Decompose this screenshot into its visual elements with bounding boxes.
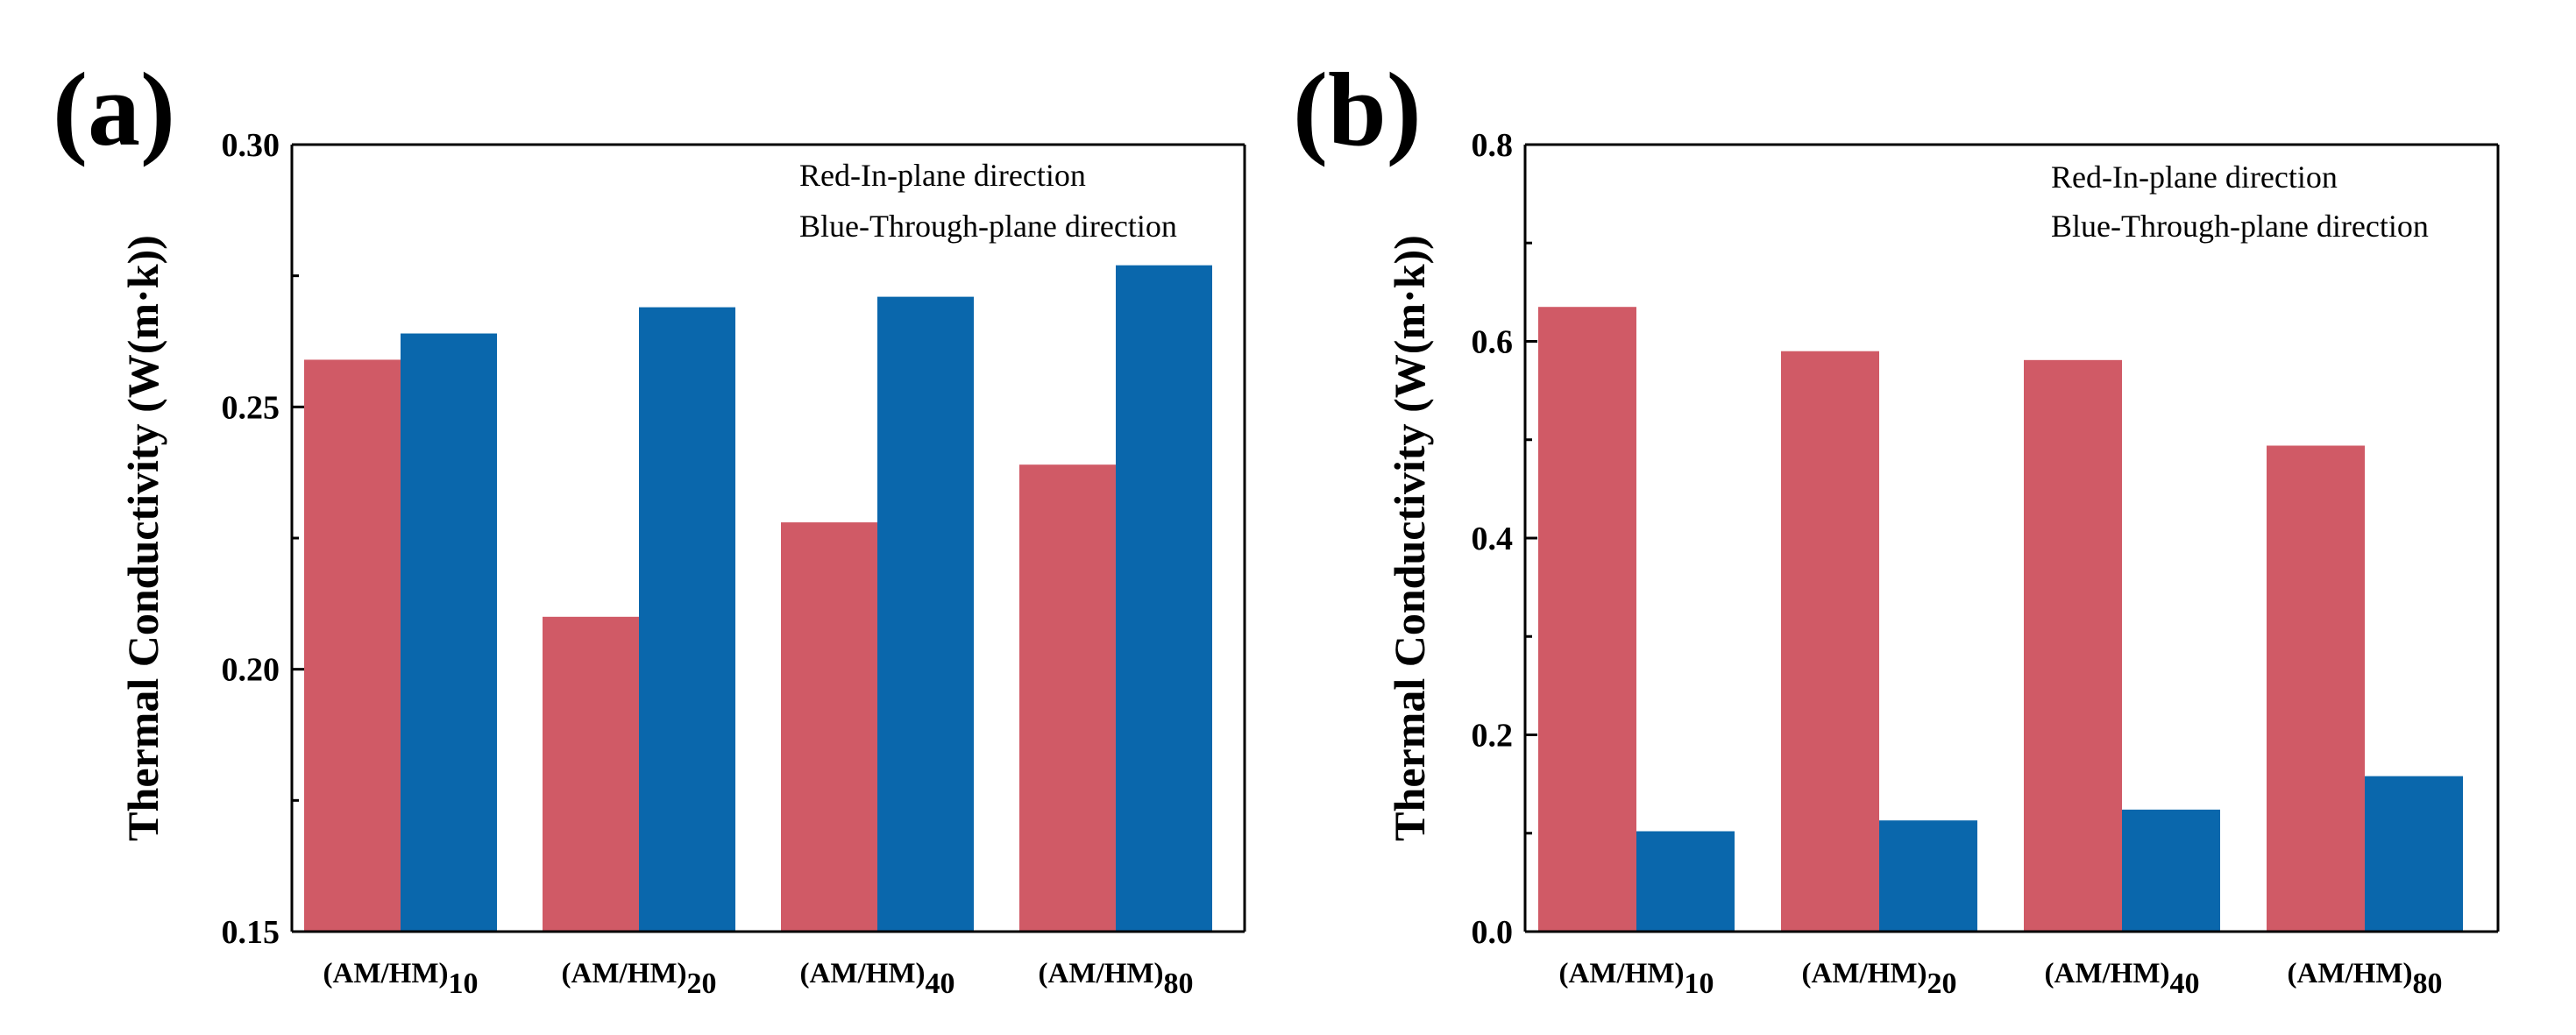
bar-through-plane-80 bbox=[2365, 776, 2463, 932]
x-tick-label: (AM/HM)10 bbox=[323, 958, 479, 1000]
y-tick-label: 0.25 bbox=[222, 389, 280, 426]
bar-in-plane-20 bbox=[543, 616, 639, 932]
bar-in-plane-20 bbox=[1781, 351, 1879, 932]
bar-through-plane-20 bbox=[639, 307, 735, 932]
y-tick-label: 0.20 bbox=[222, 652, 280, 689]
x-tick-label: (AM/HM)40 bbox=[800, 958, 955, 1000]
legend-entry-in-plane: Red-In-plane direction bbox=[799, 158, 1086, 193]
bar-in-plane-80 bbox=[2267, 445, 2365, 932]
bar-through-plane-40 bbox=[877, 296, 974, 932]
x-tick-label: (AM/HM)40 bbox=[2045, 958, 2200, 1000]
bar-through-plane-80 bbox=[1116, 265, 1212, 932]
bar-in-plane-40 bbox=[2024, 359, 2122, 932]
panel-label: (b) bbox=[1293, 51, 1422, 167]
bar-in-plane-10 bbox=[304, 359, 401, 932]
y-tick-label: 0.15 bbox=[222, 914, 280, 951]
y-tick-label: 0.4 bbox=[1472, 521, 1514, 557]
bar-in-plane-40 bbox=[781, 522, 877, 932]
legend-entry-in-plane: Red-In-plane direction bbox=[2051, 160, 2338, 195]
y-tick-label: 0.0 bbox=[1472, 914, 1514, 951]
x-tick-label: (AM/HM)10 bbox=[1559, 958, 1714, 1000]
legend-entry-through-plane: Blue-Through-plane direction bbox=[799, 209, 1177, 244]
y-axis-title: Thermal Conductivity (W(m·k)) bbox=[1385, 235, 1434, 841]
x-tick-label: (AM/HM)80 bbox=[1039, 958, 1194, 1000]
bar-through-plane-10 bbox=[1636, 831, 1735, 932]
x-tick-label: (AM/HM)20 bbox=[562, 958, 717, 1000]
x-tick-label: (AM/HM)80 bbox=[2288, 958, 2443, 1000]
x-tick-label: (AM/HM)20 bbox=[1802, 958, 1957, 1000]
bar-through-plane-20 bbox=[1879, 820, 1977, 932]
chart-panel-a: (a) (AM/HM)10 (AM/HM)20 (AM/HM)40 (AM/HM)80 0… bbox=[53, 51, 1246, 1000]
bar-in-plane-80 bbox=[1019, 464, 1116, 932]
legend-entry-through-plane: Blue-Through-plane direction bbox=[2051, 209, 2429, 244]
y-tick-label: 0.8 bbox=[1472, 127, 1514, 164]
chart-panel-b: (b) (AM/HM)10 (AM/HM)20 (AM/HM)40 (AM/HM)80 0… bbox=[1293, 51, 2500, 1000]
bar-in-plane-10 bbox=[1538, 307, 1636, 932]
y-tick-label: 0.30 bbox=[222, 127, 280, 164]
y-tick-label: 0.2 bbox=[1472, 718, 1514, 755]
bar-through-plane-10 bbox=[401, 333, 497, 932]
y-tick-label: 0.6 bbox=[1472, 324, 1514, 361]
bar-through-plane-40 bbox=[2122, 809, 2220, 932]
y-axis-title: Thermal Conductivity (W(m·k)) bbox=[118, 235, 167, 841]
panel-label: (a) bbox=[53, 51, 175, 167]
